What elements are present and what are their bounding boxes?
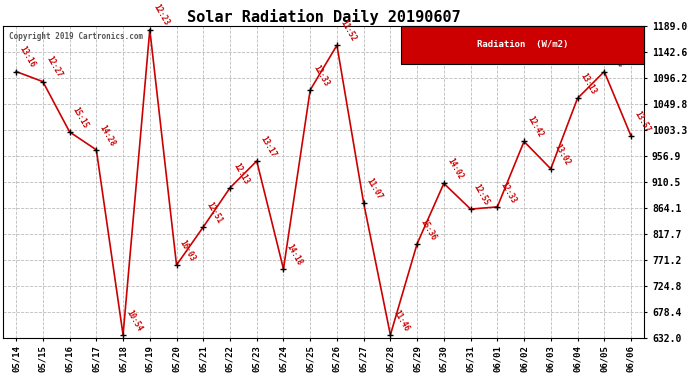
- Text: Radiation  (W/m2): Radiation (W/m2): [477, 40, 568, 50]
- Text: 10:54: 10:54: [124, 308, 144, 333]
- Text: 13:02: 13:02: [552, 142, 571, 166]
- Text: 14:02: 14:02: [445, 157, 464, 181]
- Text: 11:46: 11:46: [392, 308, 411, 333]
- Text: 12:27: 12:27: [44, 55, 63, 80]
- Text: 13:17: 13:17: [258, 134, 277, 159]
- Text: 13:13: 13:13: [579, 72, 598, 96]
- Text: 15:15: 15:15: [71, 105, 90, 130]
- Text: 14:28: 14:28: [98, 123, 117, 148]
- Text: 12:51: 12:51: [205, 200, 224, 225]
- Text: 12:42: 12:42: [525, 115, 544, 139]
- Text: 12:23: 12:23: [151, 3, 170, 27]
- Text: 13:16: 13:16: [17, 45, 37, 69]
- Text: 12:55: 12:55: [472, 182, 491, 207]
- Text: Copyright 2019 Cartronics.com: Copyright 2019 Cartronics.com: [9, 33, 144, 42]
- Text: 12:13: 12:13: [231, 161, 250, 186]
- FancyBboxPatch shape: [400, 26, 644, 64]
- Text: 12:58: 12:58: [606, 45, 625, 69]
- Text: 15:36: 15:36: [418, 217, 438, 242]
- Text: 11:52: 11:52: [338, 18, 357, 43]
- Text: 13:57: 13:57: [632, 109, 651, 134]
- Text: 12:33: 12:33: [311, 63, 331, 88]
- Text: 14:18: 14:18: [285, 242, 304, 267]
- Title: Solar Radiation Daily 20190607: Solar Radiation Daily 20190607: [187, 9, 460, 25]
- Text: 12:33: 12:33: [499, 180, 518, 205]
- Text: 16:03: 16:03: [178, 238, 197, 263]
- Text: 11:07: 11:07: [365, 176, 384, 201]
